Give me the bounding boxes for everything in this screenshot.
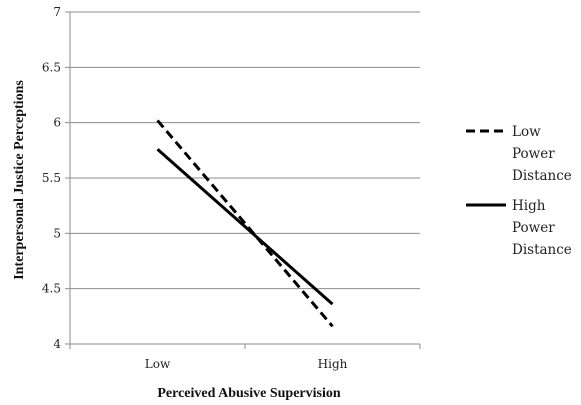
- x-tick-labels: Low High: [145, 357, 348, 371]
- y-tick-label: 6.5: [42, 60, 61, 74]
- legend-label-1: High: [512, 198, 546, 214]
- x-axis-title: Perceived Abusive Supervision: [157, 386, 341, 401]
- legend-label-0: Power: [512, 146, 555, 162]
- legend-label-0: Low: [512, 124, 541, 140]
- y-tick-label: 4.5: [42, 282, 61, 296]
- legend: Low Power Distance High Power Distance: [466, 124, 572, 258]
- y-axis-title: Interpersonal Justice Perceptions: [12, 80, 27, 280]
- series-line-low-power-distance: [156, 119, 334, 328]
- y-tick-label: 5: [53, 226, 61, 240]
- y-tick-label: 6: [53, 116, 61, 130]
- axes: [65, 11, 421, 349]
- legend-label-1: Power: [512, 220, 555, 236]
- legend-label-0: Distance: [512, 168, 572, 184]
- y-tick-label: 5.5: [42, 171, 61, 185]
- legend-label-1: Distance: [512, 242, 572, 258]
- gridlines: [70, 11, 420, 345]
- y-tick-label: 4: [53, 337, 61, 351]
- series-line-high-power-distance: [156, 148, 334, 306]
- x-tick-label-high: High: [318, 357, 348, 371]
- series-lines: [156, 119, 334, 328]
- y-tick-labels: 4 4.5 5 5.5 6 6.5 7: [42, 5, 61, 351]
- x-tick-label-low: Low: [145, 357, 171, 371]
- y-tick-label: 7: [53, 5, 61, 19]
